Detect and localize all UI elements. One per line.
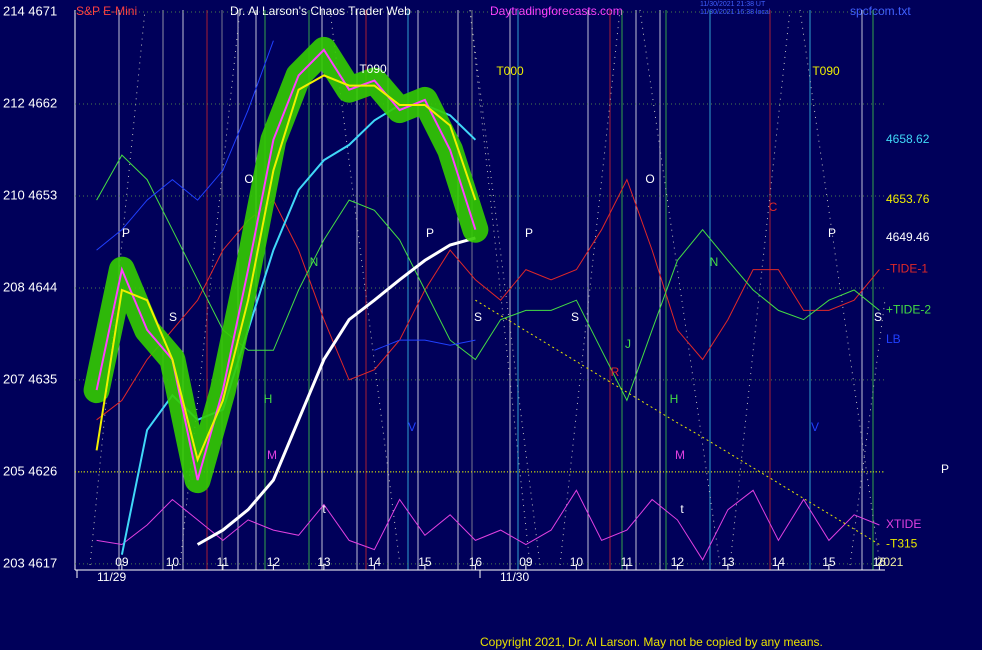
annotation: M (267, 448, 277, 462)
annotation: J (625, 337, 631, 351)
site-title: Dr. Al Larson's Chaos Trader Web (230, 4, 411, 18)
series-line (96, 489, 880, 561)
annotation: P (426, 226, 434, 240)
annotation: P (941, 462, 949, 476)
x-tick-label: 15 (822, 555, 836, 569)
symbol: S&P E-Mini (76, 4, 137, 18)
y-tick-label: 203 4617 (3, 555, 57, 570)
copyright: Copyright 2021, Dr. Al Larson. May not b… (480, 635, 823, 649)
y-tick-label: 208 4644 (3, 279, 57, 294)
series-line (96, 154, 880, 402)
legend-label: -TIDE-1 (886, 262, 928, 276)
y-tick-label: 207 4635 (3, 371, 57, 386)
legend-label: -T315 (886, 537, 918, 551)
series-line (475, 299, 880, 545)
x-tick-label: 14 (368, 555, 382, 569)
annotation: C (769, 200, 778, 214)
annotation: R (611, 365, 620, 379)
annotation: M (675, 448, 685, 462)
date-label: 11/30 (500, 570, 529, 584)
annotation: P (525, 226, 533, 240)
annotation: P (122, 226, 130, 240)
cycle-diagonal (469, 9, 541, 566)
series-line (96, 178, 880, 421)
cycle-diagonal (849, 299, 886, 566)
annotation: O (244, 172, 253, 186)
annotation: T000 (496, 64, 524, 78)
x-tick-label: 09 (519, 555, 533, 569)
x-tick-label: 13 (317, 555, 331, 569)
annotation: T090 (359, 62, 387, 76)
legend-label: LB (886, 332, 901, 346)
date-label: 11/29 (97, 570, 126, 584)
x-tick-label: 10 (570, 555, 584, 569)
legend-label: XTIDE (886, 517, 921, 531)
legend-label: 4653.76 (886, 192, 930, 206)
x-tick-label: 16 (873, 555, 887, 569)
x-tick-label: 12 (671, 555, 685, 569)
annotation: 2021 (877, 555, 904, 569)
annotation: t (680, 502, 684, 516)
annotation: P (828, 226, 836, 240)
annotation: T090 (812, 64, 840, 78)
site-url: Daytradingforecasts.com (490, 4, 623, 18)
y-tick-label: 205 4626 (3, 463, 57, 478)
annotation: V (811, 420, 819, 434)
y-tick-label: 210 4653 (3, 187, 57, 202)
x-tick-label: 16 (469, 555, 483, 569)
annotation: V (408, 420, 416, 434)
legend-label: 4649.46 (886, 230, 930, 244)
x-tick-label: 15 (418, 555, 432, 569)
annotation: N (310, 255, 319, 269)
legend-label: 4658.62 (886, 132, 930, 146)
x-tick-label: 10 (166, 555, 180, 569)
annotation: t (322, 502, 326, 516)
y-tick-label: 212 4662 (3, 95, 57, 110)
annotation: H (264, 392, 273, 406)
x-tick-label: 14 (772, 555, 786, 569)
annotation: S (571, 310, 579, 324)
annotation: H (670, 392, 679, 406)
annotation: S (874, 310, 882, 324)
file-name: spcfcom.txt (850, 4, 911, 18)
legend-label: +TIDE-2 (886, 303, 931, 317)
annotation: S (474, 310, 482, 324)
annotation: S (169, 310, 177, 324)
annotation: O (645, 172, 654, 186)
x-tick-label: 11 (217, 555, 230, 569)
annotation: N (710, 255, 719, 269)
series-line (96, 40, 476, 351)
x-tick-label: 11 (621, 555, 634, 569)
series-line (196, 236, 476, 546)
x-tick-label: 09 (115, 555, 129, 569)
y-tick-label: 214 4671 (3, 3, 57, 18)
x-tick-label: 13 (721, 555, 735, 569)
timestamp: 11/30/2021 21:38 UT (700, 1, 766, 8)
series-line (120, 104, 477, 555)
series-line (95, 74, 477, 463)
x-tick-label: 12 (267, 555, 281, 569)
